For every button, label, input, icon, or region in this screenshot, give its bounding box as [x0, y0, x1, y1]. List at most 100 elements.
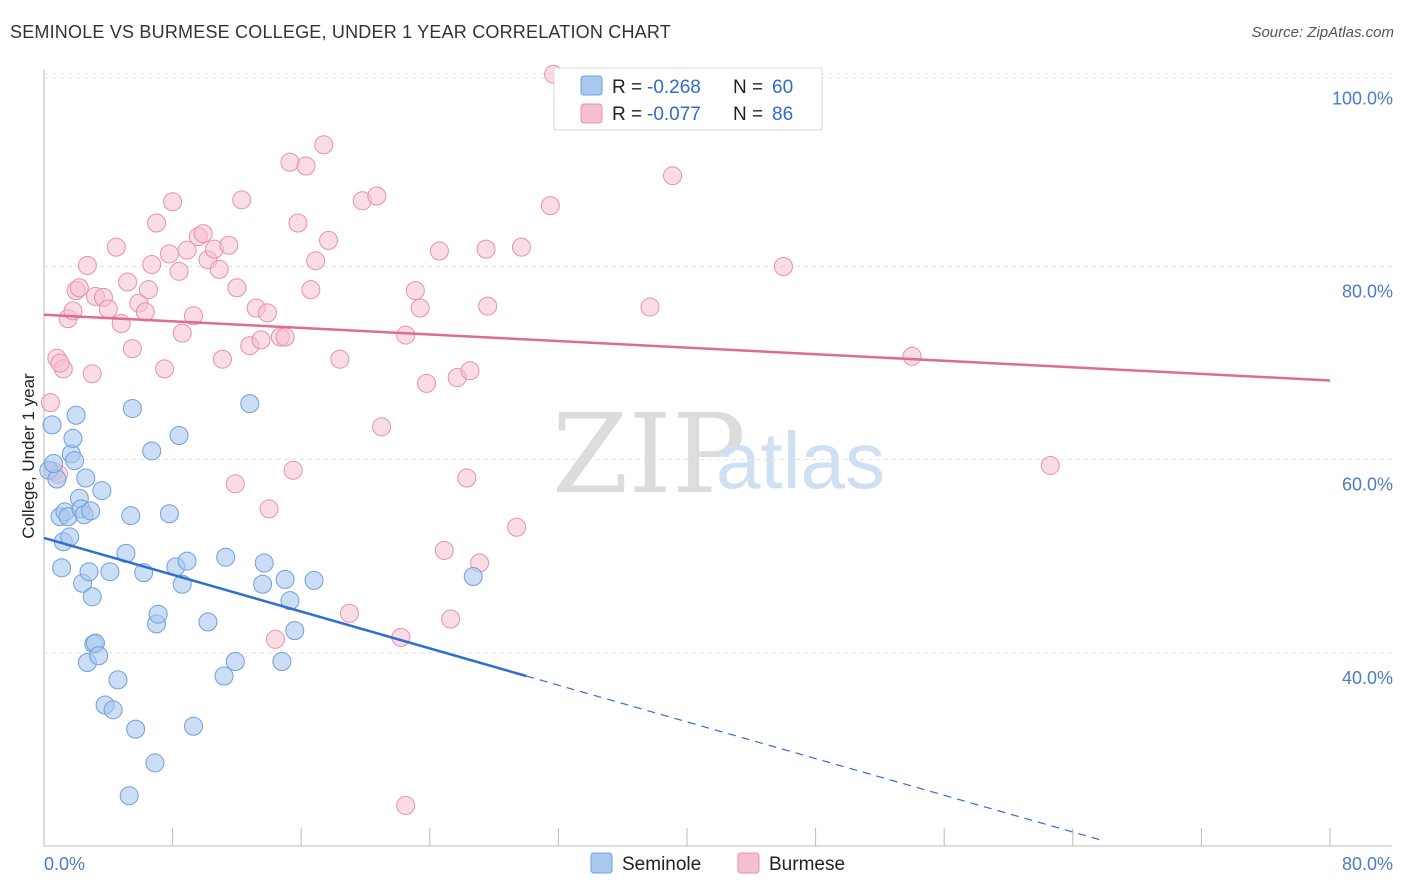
- burmese-series: [40, 64, 1060, 815]
- legend-r-label-burmese: R =: [612, 104, 642, 125]
- burmese-point-85: [50, 353, 70, 373]
- seminole-point-32: [126, 719, 146, 739]
- seminole-point-40: [169, 426, 189, 446]
- seminole-point-46: [216, 547, 236, 567]
- burmese-point-52: [306, 251, 326, 271]
- burmese-point-23: [159, 244, 179, 264]
- burmese-point-82: [902, 346, 922, 366]
- burmese-point-75: [507, 517, 527, 537]
- seminole-point-16: [76, 468, 96, 488]
- burmese-point-54: [319, 230, 339, 250]
- burmese-point-22: [155, 359, 175, 379]
- seminole-point-52: [275, 569, 295, 589]
- burmese-point-61: [396, 325, 416, 345]
- seminole-point-25: [100, 562, 120, 582]
- seminole-point-31: [122, 398, 142, 418]
- burmese-point-55: [330, 349, 350, 369]
- burmese-point-44: [265, 629, 285, 649]
- legend-r-value-seminole: -0.268: [647, 77, 701, 98]
- burmese-point-26: [172, 323, 192, 343]
- burmese-point-65: [417, 373, 437, 393]
- burmese-point-46: [275, 327, 295, 347]
- x-tick-label-min: 0.0%: [44, 854, 85, 874]
- burmese-point-7: [69, 278, 89, 298]
- burmese-point-64: [410, 298, 430, 318]
- seminole-point-19: [82, 587, 102, 607]
- burmese-point-79: [640, 297, 660, 317]
- seminole-point-51: [272, 652, 292, 672]
- seminole-point-59: [65, 451, 85, 471]
- y-tick-label-60: 60.0%: [1342, 475, 1393, 495]
- burmese-point-42: [257, 303, 277, 323]
- seminole-point-1: [42, 415, 62, 435]
- burmese-point-59: [372, 417, 392, 437]
- burmese-point-76: [511, 237, 531, 257]
- bottom-legend-label-seminole: Seminole: [622, 854, 701, 875]
- burmese-point-41: [251, 330, 271, 350]
- watermark-zip: ZIP: [552, 390, 746, 518]
- seminole-point-55: [304, 570, 324, 590]
- seminole-point-26: [103, 700, 123, 720]
- burmese-point-38: [232, 190, 252, 210]
- burmese-point-73: [476, 239, 496, 259]
- legend-swatch-seminole: [580, 75, 603, 96]
- seminole-point-57: [44, 454, 64, 474]
- watermark: ZIP atlas: [552, 390, 885, 518]
- seminole-point-27: [108, 670, 128, 690]
- seminole-point-56: [463, 567, 483, 587]
- burmese-point-50: [296, 156, 316, 176]
- y-tick-labels: 40.0% 60.0% 80.0% 100.0%: [1332, 88, 1393, 688]
- seminole-point-37: [148, 604, 168, 624]
- seminole-point-18: [79, 562, 99, 582]
- burmese-point-8: [77, 256, 97, 276]
- trend-lines: [43, 313, 1331, 842]
- y-tick-label-80: 80.0%: [1342, 281, 1393, 301]
- burmese-point-21: [147, 213, 167, 233]
- seminole-trend-extension: [526, 675, 1106, 842]
- burmese-point-58: [367, 186, 387, 206]
- burmese-point-74: [478, 296, 498, 316]
- gridlines: [44, 72, 1392, 654]
- burmese-point-15: [118, 272, 138, 292]
- seminole-point-30: [121, 506, 141, 526]
- burmese-point-25: [169, 261, 189, 281]
- seminole-point-4: [52, 558, 72, 578]
- burmese-point-49: [288, 213, 308, 233]
- y-tick-label-40: 40.0%: [1342, 668, 1393, 688]
- burmese-point-20: [142, 255, 162, 275]
- seminole-point-47: [225, 652, 245, 672]
- burmese-point-68: [441, 609, 461, 629]
- burmese-point-43: [259, 499, 279, 519]
- burmese-point-81: [773, 256, 793, 276]
- seminole-point-53: [280, 591, 300, 611]
- seminole-point-54: [285, 621, 305, 641]
- burmese-point-51: [301, 280, 321, 300]
- burmese-point-16: [122, 339, 142, 359]
- x-tick-label-max: 80.0%: [1342, 854, 1393, 874]
- burmese-point-9: [82, 364, 102, 384]
- burmese-point-63: [405, 281, 425, 301]
- seminole-point-43: [183, 716, 203, 736]
- burmese-point-19: [138, 280, 158, 300]
- burmese-point-71: [460, 361, 480, 381]
- seminole-point-29: [119, 786, 139, 806]
- burmese-point-30: [193, 224, 213, 244]
- burmese-point-80: [663, 166, 683, 186]
- seminole-point-22: [89, 646, 109, 666]
- seminole-trend-line: [43, 536, 527, 678]
- burmese-point-83: [1040, 455, 1060, 475]
- burmese-point-24: [163, 192, 183, 212]
- seminole-point-35: [145, 753, 165, 773]
- seminole-point-48: [240, 394, 260, 414]
- burmese-point-37: [227, 278, 247, 298]
- burmese-point-53: [314, 135, 334, 155]
- burmese-point-27: [177, 240, 197, 260]
- seminole-point-45: [214, 666, 234, 686]
- burmese-point-28: [183, 306, 203, 326]
- bottom-legend-swatch-burmese: [737, 852, 760, 874]
- seminole-point-38: [159, 504, 179, 524]
- burmese-point-13: [106, 237, 126, 257]
- y-tick-label-100: 100.0%: [1332, 88, 1393, 108]
- burmese-point-48: [283, 460, 303, 480]
- seminole-point-44: [198, 612, 218, 632]
